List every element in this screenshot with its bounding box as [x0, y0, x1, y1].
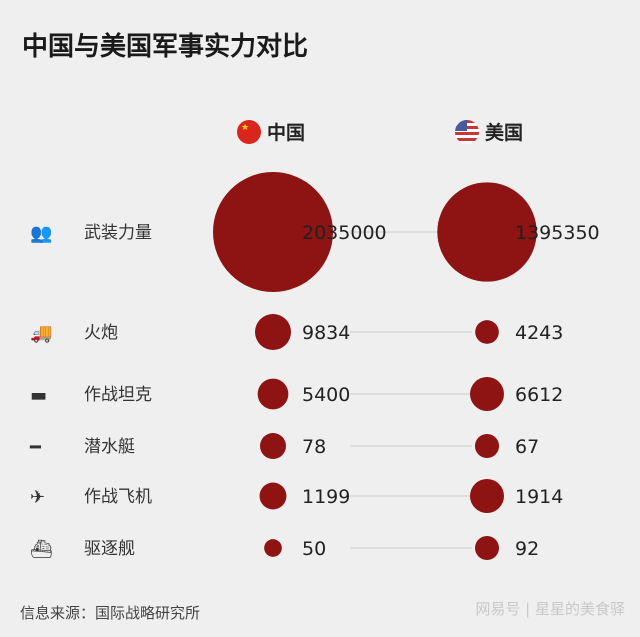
- bubble-usa: [475, 536, 499, 560]
- bubble-usa: [437, 182, 537, 282]
- usa-flag-icon: [455, 119, 479, 144]
- bubble-china: [264, 539, 282, 557]
- value-label-china: 2035000: [302, 222, 387, 244]
- bubble-usa: [474, 433, 500, 459]
- legend-label-usa: 美国: [485, 122, 524, 144]
- source-note: 信息来源：国际战略研究所: [20, 604, 201, 622]
- category-label: 作战飞机: [84, 487, 152, 507]
- destroyer-icon: ⛴: [30, 539, 53, 560]
- bubble-china: [259, 482, 287, 510]
- legend-label-china: 中国: [267, 122, 306, 144]
- bubble-china: [257, 378, 289, 410]
- value-label-usa: 1395350: [515, 222, 600, 244]
- fighter-jet-icon: ✈: [30, 487, 45, 508]
- tank-icon: ▬: [30, 385, 47, 406]
- legend-china: 中国: [237, 118, 305, 145]
- category-label: 作战坦克: [84, 385, 152, 405]
- value-label-china: 50: [302, 538, 326, 560]
- bubble-usa: [475, 320, 499, 344]
- value-label-china: 9834: [302, 322, 350, 344]
- value-label-usa: 67: [515, 436, 539, 458]
- bubble-usa: [470, 377, 504, 411]
- value-label-china: 5400: [302, 384, 350, 406]
- submarine-icon: ━: [29, 437, 42, 458]
- category-label: 火炮: [84, 323, 118, 343]
- category-label: 潜水艇: [84, 437, 135, 457]
- bubble-china: [260, 433, 286, 459]
- legend-usa: 美国: [455, 118, 523, 145]
- value-label-china: 78: [302, 436, 326, 458]
- category-label: 驱逐舰: [84, 539, 135, 559]
- value-label-usa: 92: [515, 538, 539, 560]
- page-title: 中国与美国军事实力对比: [22, 32, 309, 62]
- bubble-china: [255, 314, 291, 350]
- value-label-usa: 6612: [515, 384, 563, 406]
- value-label-usa: 1914: [515, 486, 563, 508]
- bubble-usa: [470, 479, 504, 513]
- value-label-china: 1199: [302, 486, 350, 508]
- soldiers-icon: 👥: [30, 223, 52, 244]
- bubble-china: [213, 172, 333, 292]
- category-label: 武装力量: [84, 223, 152, 243]
- china-flag-icon: [237, 119, 261, 144]
- rocket-launcher-icon: 🚚: [30, 323, 52, 344]
- value-label-usa: 4243: [515, 322, 563, 344]
- watermark: 网易号 | 星星的美食驿: [475, 600, 625, 618]
